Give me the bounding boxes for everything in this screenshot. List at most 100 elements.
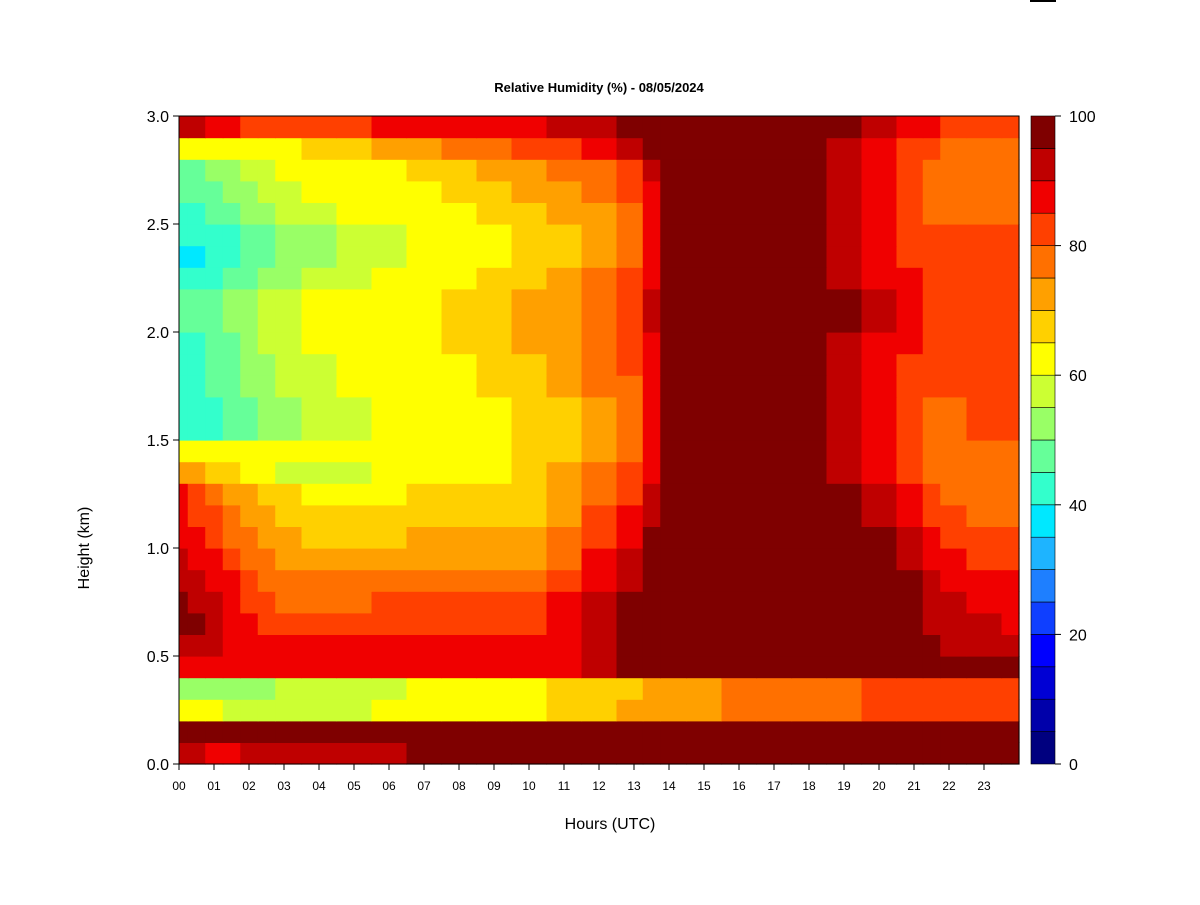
heatmap-cell xyxy=(686,288,723,311)
heatmap-cell xyxy=(336,461,373,484)
heatmap-cell xyxy=(371,440,408,463)
heatmap-cell xyxy=(275,569,303,592)
heatmap-cell xyxy=(791,332,828,355)
heatmap-cell xyxy=(922,569,941,592)
heatmap-cell xyxy=(922,375,941,398)
heatmap-cell xyxy=(205,116,224,139)
heatmap-cell xyxy=(441,612,478,635)
heatmap-cell xyxy=(179,591,189,614)
heatmap-cell xyxy=(441,483,478,506)
heatmap-cell xyxy=(179,548,189,571)
heatmap-cell xyxy=(511,461,548,484)
colorbar-swatch xyxy=(1030,536,1056,570)
heatmap-cell xyxy=(187,288,206,311)
heatmap-cell xyxy=(546,267,583,290)
heatmap-cell xyxy=(275,418,303,441)
heatmap-cell xyxy=(826,440,863,463)
top-edge-mark xyxy=(1030,0,1056,2)
heatmap-cell xyxy=(546,483,583,506)
heatmap-cell xyxy=(861,634,898,657)
heatmap-cell xyxy=(896,375,924,398)
heatmap-cell xyxy=(511,116,548,139)
heatmap-cell xyxy=(301,612,338,635)
heatmap-cell xyxy=(511,634,548,657)
heatmap-cell xyxy=(441,396,478,419)
heatmap-cell xyxy=(642,180,661,203)
heatmap-cell xyxy=(922,396,941,419)
heatmap-cell xyxy=(222,677,241,700)
heatmap-cell xyxy=(1001,180,1020,203)
heatmap-cell xyxy=(1001,699,1020,722)
heatmap-cell xyxy=(686,180,723,203)
heatmap-cell xyxy=(1001,591,1020,614)
heatmap-cell xyxy=(660,720,688,743)
heatmap-cell xyxy=(861,504,898,527)
heatmap-cell xyxy=(826,656,863,679)
plot-area xyxy=(179,116,1020,765)
x-tick-label: 23 xyxy=(977,779,991,793)
heatmap-cell xyxy=(721,137,758,160)
colorbar-swatch xyxy=(1030,115,1056,149)
heatmap-cell xyxy=(616,267,644,290)
x-tick-label: 22 xyxy=(942,779,956,793)
heatmap-cell xyxy=(686,483,723,506)
heatmap-cell xyxy=(511,137,548,160)
heatmap-cell xyxy=(616,440,644,463)
heatmap-cell xyxy=(966,634,1003,657)
heatmap-cell xyxy=(441,159,478,182)
heatmap-cell xyxy=(257,634,276,657)
heatmap-cell xyxy=(721,267,758,290)
colorbar-swatch xyxy=(1030,148,1056,182)
heatmap-cell xyxy=(826,310,863,333)
heatmap-cell xyxy=(275,375,303,398)
heatmap-cell xyxy=(222,159,241,182)
heatmap-cell xyxy=(896,526,924,549)
heatmap-cell xyxy=(205,612,224,635)
heatmap-cell xyxy=(222,267,241,290)
heatmap-cell xyxy=(616,159,644,182)
heatmap-cell xyxy=(406,180,443,203)
heatmap-cell xyxy=(581,634,618,657)
heatmap-cell xyxy=(660,137,688,160)
heatmap-cell xyxy=(686,396,723,419)
heatmap-cell xyxy=(721,591,758,614)
heatmap-cell xyxy=(257,569,276,592)
heatmap-cell xyxy=(896,548,924,571)
heatmap-cell xyxy=(966,288,1003,311)
heatmap-cell xyxy=(179,159,189,182)
heatmap-cell xyxy=(257,159,276,182)
heatmap-cell xyxy=(896,612,924,635)
heatmap-cell xyxy=(301,591,338,614)
heatmap-cell xyxy=(240,418,259,441)
heatmap-cell xyxy=(371,224,408,247)
heatmap-cell xyxy=(205,742,224,765)
x-tick-label: 11 xyxy=(558,779,571,793)
heatmap-cell xyxy=(187,699,206,722)
heatmap-cell xyxy=(940,720,968,743)
heatmap-cell xyxy=(896,699,924,722)
heatmap-cell xyxy=(791,483,828,506)
heatmap-cell xyxy=(275,267,303,290)
heatmap-cell xyxy=(616,288,644,311)
heatmap-cell xyxy=(336,180,373,203)
heatmap-cell xyxy=(187,504,206,527)
heatmap-cell xyxy=(187,440,206,463)
colorbar-label: 20 xyxy=(1069,627,1087,644)
heatmap-cell xyxy=(187,353,206,376)
heatmap-cell xyxy=(406,461,443,484)
heatmap-cell xyxy=(826,332,863,355)
heatmap-cell xyxy=(257,310,276,333)
heatmap-cell xyxy=(179,461,189,484)
heatmap-cell xyxy=(896,137,924,160)
heatmap-cell xyxy=(371,180,408,203)
heatmap-cell xyxy=(336,612,373,635)
heatmap-cell xyxy=(240,504,259,527)
heatmap-cell xyxy=(966,202,1003,225)
heatmap-cell xyxy=(511,504,548,527)
heatmap-cell xyxy=(1001,310,1020,333)
colorbar-swatch xyxy=(1030,731,1056,765)
heatmap-cell xyxy=(756,461,793,484)
heatmap-cell xyxy=(616,310,644,333)
heatmap-cell xyxy=(476,224,513,247)
heatmap-cell xyxy=(642,461,661,484)
